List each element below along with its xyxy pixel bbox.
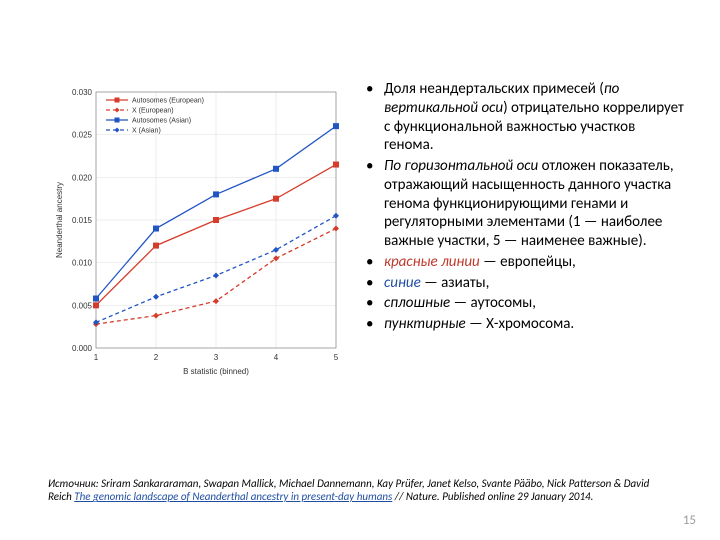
source-link[interactable]: The genomic landscape of Neanderthal anc… (74, 490, 392, 503)
bullet-5: сплошные — аутосомы, (362, 294, 684, 313)
svg-text:4: 4 (274, 353, 279, 362)
page-number: 15 (683, 513, 696, 528)
text-blue: синие (384, 274, 421, 292)
svg-text:Autosomes (Asian): Autosomes (Asian) (132, 118, 191, 125)
text-italic: По горизонтальной оси (384, 157, 538, 175)
svg-text:0.000: 0.000 (72, 344, 93, 353)
source-suffix: // Nature. Published online 29 January 2… (392, 490, 593, 503)
text: — аутосомы, (450, 294, 536, 312)
text-red: красные линии (384, 253, 480, 271)
text: — азиаты, (421, 274, 490, 292)
text: — Х-хромосома. (466, 315, 574, 333)
svg-text:2: 2 (154, 353, 159, 362)
bullet-1: Доля неандертальских примесей (по вертик… (362, 80, 684, 155)
svg-text:0.025: 0.025 (72, 131, 93, 140)
svg-text:Neanderthal ancestry: Neanderthal ancestry (55, 182, 64, 258)
chart-container: 0.000 0.005 0.010 0.015 0.020 0.025 0.030 1 2 3 4 5… (48, 80, 348, 380)
svg-text:X (European): X (European) (132, 108, 174, 115)
text: — европейцы, (480, 253, 576, 271)
svg-text:0.010: 0.010 (72, 259, 93, 268)
text-italic: сплошные (384, 294, 450, 312)
text-italic: пунктирные (384, 315, 466, 333)
svg-text:Autosomes (European): Autosomes (European) (132, 98, 204, 105)
svg-text:X (Asian): X (Asian) (132, 128, 161, 135)
svg-text:1: 1 (94, 353, 99, 362)
svg-text:0.020: 0.020 (72, 173, 93, 182)
svg-text:0.015: 0.015 (72, 216, 93, 225)
text: Доля неандертальских примесей ( (384, 80, 604, 98)
source-citation: Источник: Sriram Sankararaman, Swapan Ma… (48, 477, 672, 505)
svg-text:3: 3 (214, 353, 219, 362)
bullet-6: пунктирные — Х-хромосома. (362, 315, 684, 334)
neanderthal-ancestry-chart: 0.000 0.005 0.010 0.015 0.020 0.025 0.030 1 2 3 4 5… (48, 80, 348, 380)
svg-text:0.005: 0.005 (72, 301, 93, 310)
bullet-2: По горизонтальной оси отложен показатель… (362, 157, 684, 251)
bullet-list: Доля неандертальских примесей (по вертик… (362, 80, 684, 380)
bullet-4: синие — азиаты, (362, 274, 684, 293)
svg-text:5: 5 (334, 353, 339, 362)
bullet-3: красные линии — европейцы, (362, 253, 684, 272)
svg-text:B statistic (binned): B statistic (binned) (183, 367, 249, 376)
svg-text:0.030: 0.030 (72, 88, 93, 97)
